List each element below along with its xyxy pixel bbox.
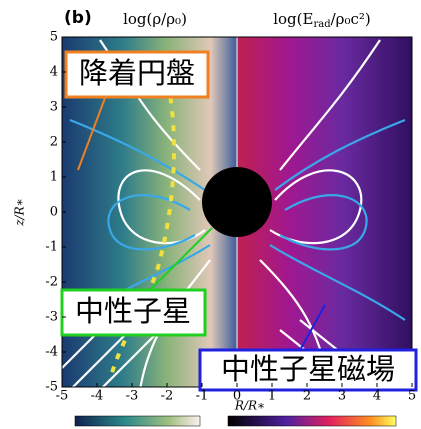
title-part: /ρ₀c²) bbox=[331, 10, 371, 28]
y-tick-label: 0 bbox=[50, 205, 58, 220]
annotation: 中性子星磁場 bbox=[221, 352, 395, 386]
colorbar-left bbox=[75, 416, 200, 426]
y-tick-label: 1 bbox=[50, 170, 58, 185]
y-tick-label: 3 bbox=[50, 100, 58, 115]
title-right: log(Erad/ρ₀c²) bbox=[273, 10, 371, 30]
annotation: 降着円盤 bbox=[79, 56, 195, 90]
x-tick-label: -4 bbox=[91, 389, 104, 404]
y-tick-label: -5 bbox=[45, 380, 58, 395]
y-tick-label: -1 bbox=[45, 240, 58, 255]
y-tick-label: -2 bbox=[45, 275, 58, 290]
x-tick-label: -2 bbox=[161, 389, 174, 404]
y-tick-label: -3 bbox=[45, 310, 58, 325]
x-tick-label: 4 bbox=[373, 389, 381, 404]
colorbar-right bbox=[228, 416, 396, 426]
x-tick-label: 5 bbox=[408, 389, 416, 404]
x-tick-label: -3 bbox=[126, 389, 139, 404]
y-tick-label: 2 bbox=[50, 135, 58, 150]
title-left: log(ρ/ρ₀) bbox=[123, 10, 187, 28]
x-tick-label: 3 bbox=[338, 389, 346, 404]
x-tick-label: 2 bbox=[303, 389, 311, 404]
x-tick-label: -1 bbox=[196, 389, 209, 404]
y-tick-label: 5 bbox=[50, 30, 58, 45]
y-tick-label: -4 bbox=[45, 345, 58, 360]
title-part: log(E bbox=[273, 10, 313, 28]
y-tick-label: 4 bbox=[50, 65, 58, 80]
y-axis-label: z/R∗ bbox=[13, 198, 27, 227]
title-part: rad bbox=[313, 19, 331, 30]
x-tick-label: 1 bbox=[268, 389, 276, 404]
panel-label: (b) bbox=[64, 8, 92, 28]
figure: (b) log(ρ/ρ₀) log(Erad/ρ₀c²) R/R∗ z/R∗ 降… bbox=[0, 0, 421, 429]
annotation: 中性子星 bbox=[75, 294, 191, 328]
x-tick-label: 0 bbox=[233, 389, 241, 404]
